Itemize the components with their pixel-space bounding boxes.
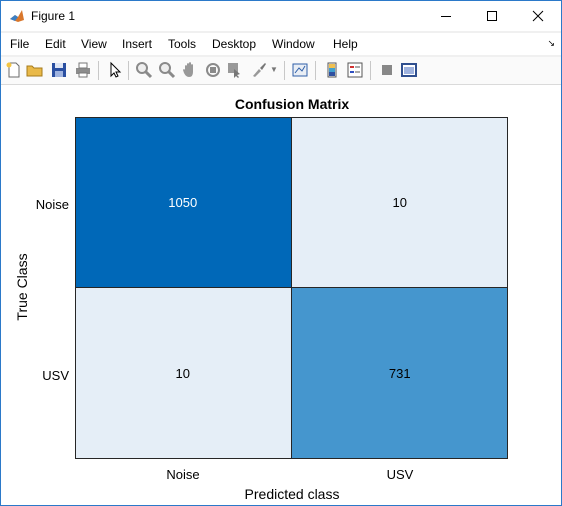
brush-icon[interactable] xyxy=(250,61,268,79)
cell-value-label: 731 xyxy=(388,366,411,381)
zoom-in-icon[interactable] xyxy=(135,61,153,79)
menu-view[interactable]: View xyxy=(81,37,107,51)
maximize-button[interactable] xyxy=(469,1,515,31)
zoom-out-icon[interactable] xyxy=(158,61,176,79)
show-plot-tools-icon[interactable] xyxy=(400,61,418,79)
menu-edit[interactable]: Edit xyxy=(45,37,66,51)
minimize-icon xyxy=(441,16,451,17)
axes-box xyxy=(75,117,508,459)
menu-desktop[interactable]: Desktop xyxy=(212,37,257,51)
title-bar: Figure 1 xyxy=(1,1,561,31)
link-plot-icon[interactable] xyxy=(291,61,309,79)
heatmap-cell: 10 xyxy=(75,288,292,459)
pan-icon[interactable] xyxy=(181,61,199,79)
cell-value-label: 10 xyxy=(175,366,190,381)
heatmap-cell: 1050 xyxy=(75,117,292,288)
x-tick-label: Noise xyxy=(166,467,200,482)
y-tick-label: Noise xyxy=(35,197,69,212)
heatmap-cell: 731 xyxy=(291,288,508,459)
save-icon[interactable] xyxy=(50,61,68,79)
window-title: Figure 1 xyxy=(31,9,76,23)
menu-window[interactable]: Window xyxy=(272,37,315,51)
menu-dock-arrow-icon[interactable]: ↘ xyxy=(547,38,555,48)
minimize-button[interactable] xyxy=(423,1,469,31)
heatmap-cell: 10 xyxy=(291,117,508,288)
new-figure-icon[interactable] xyxy=(5,61,23,79)
data-cursor-icon[interactable] xyxy=(226,61,244,79)
close-button[interactable] xyxy=(515,1,561,31)
toolbar-separator xyxy=(98,61,99,80)
menu-file[interactable]: File xyxy=(10,37,30,51)
legend-icon[interactable] xyxy=(346,61,364,79)
figure-canvas: Confusion Matrix 1050 10 10 731 Noise USV N… xyxy=(1,85,561,505)
toolbar-separator xyxy=(315,61,316,80)
x-tick-label: USV xyxy=(386,467,414,482)
colorbar-icon[interactable] xyxy=(323,61,341,79)
print-icon[interactable] xyxy=(74,61,92,79)
menu-tools[interactable]: Tools xyxy=(168,37,197,51)
toolbar-separator xyxy=(128,61,129,80)
hide-plot-tools-icon[interactable] xyxy=(378,61,396,79)
toolbar-separator xyxy=(370,61,371,80)
edit-plot-arrow-icon[interactable] xyxy=(106,61,124,79)
menu-help[interactable]: Help xyxy=(333,37,358,51)
figure-toolbar: ▼ xyxy=(1,57,561,85)
close-icon xyxy=(532,10,544,22)
menu-bar: File Edit View Insert Tools Desktop Wind… xyxy=(1,33,561,55)
cell-value-label: 1050 xyxy=(168,194,198,210)
y-axis-label: True Class xyxy=(14,253,30,321)
rotate-3d-icon[interactable] xyxy=(204,61,222,79)
chart-title: Confusion Matrix xyxy=(234,96,350,112)
cell-value-label: 10 xyxy=(392,194,407,210)
brush-dropdown-icon[interactable]: ▼ xyxy=(270,65,278,74)
x-axis-label: Predicted class xyxy=(244,486,340,502)
menu-insert[interactable]: Insert xyxy=(122,37,153,51)
y-tick-label: USV xyxy=(42,368,69,383)
open-file-icon[interactable] xyxy=(26,61,44,79)
matlab-logo-icon xyxy=(10,10,24,22)
maximize-icon xyxy=(487,11,497,21)
toolbar-separator xyxy=(284,61,285,80)
